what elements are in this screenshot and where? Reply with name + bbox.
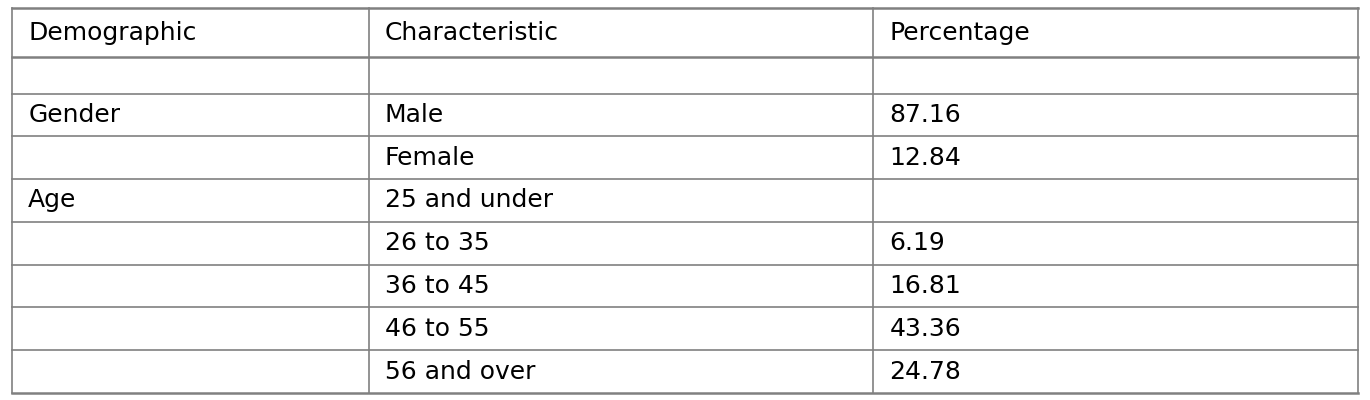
- Text: 24.78: 24.78: [889, 360, 962, 384]
- Text: 43.36: 43.36: [889, 317, 962, 341]
- Text: 16.81: 16.81: [889, 274, 962, 298]
- Text: 46 to 55: 46 to 55: [385, 317, 489, 341]
- Text: Percentage: Percentage: [889, 20, 1030, 44]
- Text: 36 to 45: 36 to 45: [385, 274, 489, 298]
- Text: 87.16: 87.16: [889, 103, 962, 127]
- Text: Characteristic: Characteristic: [385, 20, 559, 44]
- Text: Age: Age: [29, 188, 77, 212]
- Text: 25 and under: 25 and under: [385, 188, 553, 212]
- Text: Male: Male: [385, 103, 444, 127]
- Text: 26 to 35: 26 to 35: [385, 231, 489, 255]
- Text: Demographic: Demographic: [29, 20, 196, 44]
- Text: 12.84: 12.84: [889, 146, 962, 170]
- Text: Gender: Gender: [29, 103, 121, 127]
- Text: 56 and over: 56 and over: [385, 360, 536, 384]
- Text: 6.19: 6.19: [889, 231, 945, 255]
- Text: Female: Female: [385, 146, 475, 170]
